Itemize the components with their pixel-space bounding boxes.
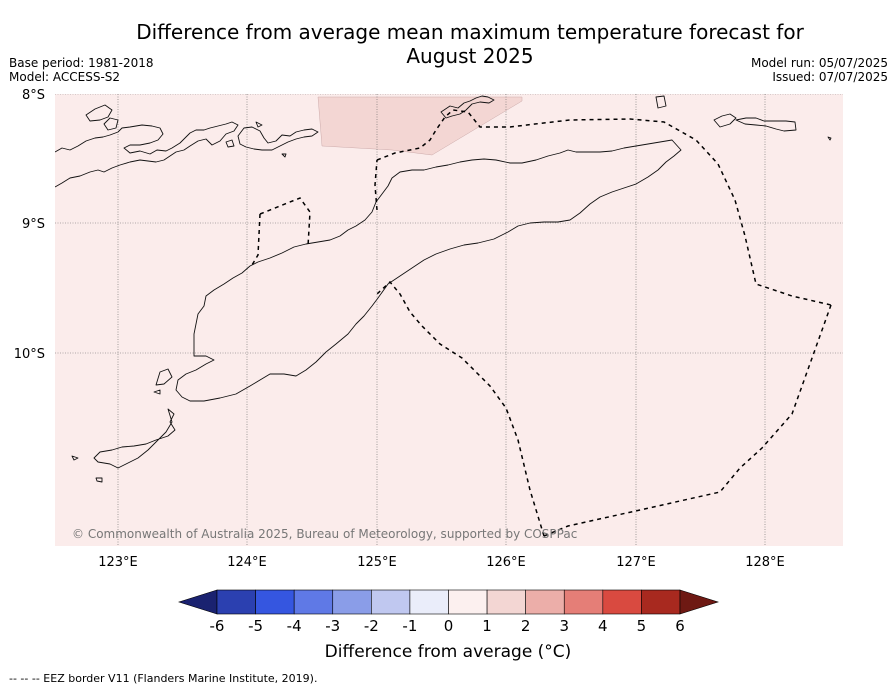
eez-border: [251, 109, 832, 537]
colorbar-segment: [486, 589, 526, 615]
chart-title: Difference from average mean maximum tem…: [100, 20, 840, 68]
eez-line-south: [543, 304, 832, 537]
colorbar-tick-label: 4: [598, 617, 608, 635]
colorbar-tick-label: -3: [325, 617, 340, 635]
lon-label-126e: 126°E: [486, 555, 526, 570]
coastline-islet-10: [827, 136, 832, 141]
colorbar-tick-label: -4: [287, 617, 302, 635]
coastline-sumba: [93, 408, 176, 469]
lat-label-10s: 10°S: [14, 347, 45, 362]
anomaly-patch: [317, 96, 523, 156]
metadata-left: Base period: 1981-2018 Model: ACCESS-S2: [9, 56, 154, 84]
coastline-wetar: [440, 95, 495, 119]
colorbar-segment: [216, 589, 256, 615]
lat-label-9s: 9°S: [22, 217, 45, 232]
colorbar-segment: [563, 589, 604, 615]
latitude-labels: 8°S 9°S 10°S: [14, 88, 45, 362]
eez-line-east-timor: [376, 280, 545, 537]
colorbar-segment: [602, 589, 642, 615]
lon-label-125e: 125°E: [357, 555, 397, 570]
eez-line-west: [251, 197, 311, 266]
eez-line-north: [376, 109, 832, 306]
colorbar-tick-label: -6: [210, 617, 225, 635]
colorbar-segment: [409, 589, 449, 615]
colorbar-tick-label: -5: [248, 617, 263, 635]
colorbar-tick-label: 0: [444, 617, 454, 635]
colorbar-tick-label: 6: [675, 617, 685, 635]
coastline-islet-1: [85, 104, 113, 122]
metadata-right: Model run: 05/07/2025 Issued: 07/07/2025: [751, 56, 888, 84]
coastline-islet-5: [225, 139, 235, 148]
lon-label-124e: 124°E: [227, 555, 267, 570]
model-run-text: Model run: 05/07/2025: [750, 56, 888, 70]
coastline-islet-6: [281, 153, 287, 158]
coastline-islet-7: [655, 95, 667, 109]
colorbar-segment: [332, 589, 372, 615]
colorbar-segment: [371, 589, 411, 615]
colorbar: -6 -5 -4 -3 -2 -1 0 1 2 3 4 5 6: [178, 589, 719, 635]
title-line-1: Difference from average mean maximum tem…: [136, 20, 804, 44]
issued-text: Issued: 07/07/2025: [772, 70, 888, 84]
coastline-flores: [55, 121, 239, 188]
colorbar-tick-label: 1: [482, 617, 492, 635]
longitude-labels: 123°E 124°E 125°E 126°E 127°E 128°E: [98, 555, 785, 570]
coastline-islet-14: [95, 477, 103, 483]
model-text: Model: ACCESS-S2: [9, 70, 121, 84]
colorbar-tick-label: 5: [637, 617, 647, 635]
colorbar-extend-low: [178, 589, 218, 615]
coastline-islet-3: [255, 121, 263, 128]
coastline-islet-13: [71, 455, 79, 461]
footnote: -- -- -- EEZ border V11 (Flanders Marine…: [9, 672, 318, 685]
coastline-islet-2: [103, 117, 119, 131]
coastline-islet-8: [713, 113, 737, 128]
lon-label-127e: 127°E: [616, 555, 656, 570]
coastline-islet-9: [735, 117, 797, 132]
colorbar-tick-label: -2: [364, 617, 379, 635]
colorbar-segment: [448, 589, 488, 615]
colorbar-segment: [525, 589, 565, 615]
colorbar-tick-label: 3: [559, 617, 569, 635]
lat-label-8s: 8°S: [22, 88, 45, 103]
eez-line-west-2: [374, 159, 378, 211]
colorbar-segment: [641, 589, 681, 615]
coastline-islet-4: [237, 126, 319, 151]
base-period-text: Base period: 1981-2018: [9, 56, 154, 70]
coastline-islet-11: [155, 368, 173, 386]
map-panel: © Commonwealth of Australia 2025, Bureau…: [14, 88, 843, 635]
coastline-islet-12: [153, 389, 161, 395]
map-background: [55, 94, 843, 546]
lon-label-128e: 128°E: [745, 555, 785, 570]
colorbar-tick-label: -1: [402, 617, 417, 635]
lon-label-123e: 123°E: [98, 555, 138, 570]
title-line-2: August 2025: [406, 44, 534, 68]
colorbar-extend-high: [679, 589, 719, 615]
colorbar-title: Difference from average (°C): [324, 642, 572, 662]
coastline-timor: [175, 139, 682, 402]
colorbar-segment: [293, 589, 334, 615]
colorbar-segment: [255, 589, 295, 615]
coastlines: [55, 95, 832, 483]
copyright-notice: © Commonwealth of Australia 2025, Bureau…: [72, 527, 577, 541]
colorbar-tick-label: 2: [521, 617, 531, 635]
